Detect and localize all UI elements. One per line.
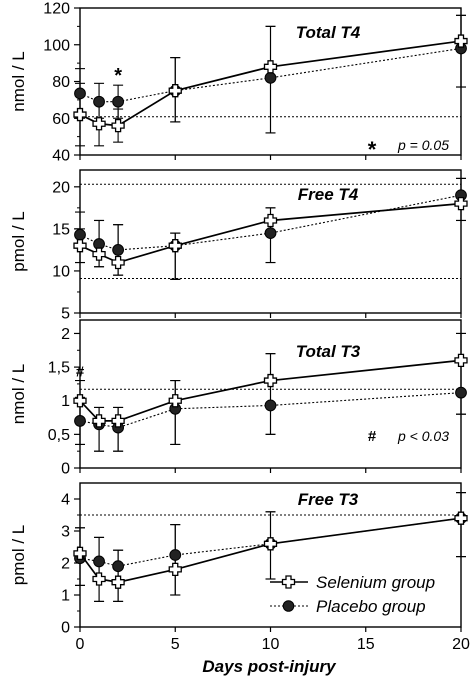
footnote-symbol: * (368, 137, 377, 162)
x-axis-label: Days post-injury (202, 657, 337, 676)
y-tick-label: 2 (61, 326, 70, 343)
y-tick-label: 1 (61, 393, 70, 410)
y-tick-label: 60 (52, 111, 70, 128)
legend-selenium-marker (281, 575, 296, 589)
y-tick-label: 20 (52, 179, 70, 196)
selenium-point (263, 213, 278, 228)
selenium-point (168, 239, 182, 253)
footnote-symbol: # (368, 428, 377, 445)
y-tick-label: 4 (61, 492, 70, 509)
selenium-point (92, 414, 106, 428)
y-axis-label: nmol / L (9, 51, 28, 111)
y-tick-label: 2 (61, 556, 70, 573)
placebo-point (74, 228, 86, 241)
placebo-point (455, 386, 467, 399)
selenium-point (111, 575, 125, 589)
y-tick-label: 1,5 (48, 360, 70, 377)
x-tick-label: 20 (452, 636, 470, 653)
significance-hash: # (76, 363, 85, 380)
y-tick-label: 80 (52, 74, 70, 91)
selenium-point (263, 537, 278, 551)
y-tick-label: 100 (43, 37, 70, 54)
legend-placebo-label: Placebo group (316, 597, 426, 616)
selenium-point (454, 353, 468, 368)
panel-total-t4: 40 60 80 100 120 nmol / L Total T4 * * p = 0.05 (9, 1, 468, 165)
selenium-point (73, 107, 87, 122)
selenium-point (73, 394, 87, 408)
x-tick-label: 5 (171, 636, 180, 653)
x-tick-label: 15 (357, 636, 375, 653)
x-tick-label: 0 (76, 636, 85, 653)
y-tick-label: 1 (61, 588, 70, 605)
significance-star: * (114, 65, 122, 87)
y-tick-label: 5 (61, 306, 70, 323)
placebo-point (264, 227, 277, 239)
legend-selenium-label: Selenium group (316, 573, 435, 592)
selenium-point (92, 117, 106, 131)
selenium-point (111, 255, 125, 270)
panel-title: Free T4 (298, 185, 359, 204)
placebo-point (93, 555, 105, 568)
selenium-point (92, 572, 106, 586)
placebo-point (74, 87, 86, 100)
selenium-point (168, 394, 182, 408)
panel-title: Total T4 (296, 23, 361, 42)
y-tick-label: 10 (52, 263, 70, 280)
selenium-point (111, 414, 125, 428)
y-axis-label: pmol / L (9, 525, 28, 585)
selenium-point (263, 60, 278, 74)
x-tick-label: 10 (262, 636, 280, 653)
footnote-pvalue: p = 0.05 (397, 137, 449, 153)
selenium-point (92, 247, 106, 261)
selenium-point (454, 196, 468, 211)
y-tick-label: 3 (61, 524, 70, 541)
y-tick-label: 0 (61, 461, 70, 478)
panel-total-t3: 0 0,5 1 1,5 2 nmol / L Total T3 # # p < 0.03 (9, 319, 468, 478)
x-axis: 0 5 10 15 20 (76, 636, 470, 653)
y-tick-label: 15 (52, 221, 70, 238)
panel-title: Total T3 (296, 342, 361, 361)
footnote-pvalue: p < 0.03 (397, 428, 449, 444)
panel-free-t3: 0 1 2 3 4 pmol / L Free T3 (9, 482, 468, 637)
selenium-point (73, 546, 87, 561)
placebo-point (264, 399, 277, 412)
y-tick-label: 120 (43, 1, 70, 18)
legend-placebo-marker (282, 600, 295, 612)
y-tick-label: 40 (52, 148, 70, 165)
legend: Selenium group Placebo group (270, 573, 435, 616)
placebo-point (74, 415, 86, 427)
placebo-point (112, 560, 124, 573)
selenium-point (111, 118, 125, 133)
panel-title: Free T3 (298, 490, 359, 509)
selenium-line (79, 517, 462, 584)
selenium-point (454, 34, 468, 48)
selenium-line (79, 359, 462, 422)
y-tick-label: 0,5 (48, 427, 70, 444)
y-tick-label: 0 (61, 620, 70, 637)
selenium-point (263, 373, 278, 388)
placebo-point (264, 71, 277, 84)
placebo-point (112, 244, 124, 256)
placebo-point (169, 549, 182, 561)
selenium-point (73, 239, 87, 253)
y-axis-label: nmol / L (9, 364, 28, 424)
y-axis-label: pmol / L (9, 211, 28, 271)
placebo-point (93, 95, 105, 108)
selenium-point (454, 511, 468, 525)
panel-free-t4: 5 10 15 20 pmol / L Free T4 (9, 169, 468, 323)
selenium-point (168, 84, 182, 98)
selenium-point (168, 562, 182, 577)
placebo-point (112, 95, 124, 108)
